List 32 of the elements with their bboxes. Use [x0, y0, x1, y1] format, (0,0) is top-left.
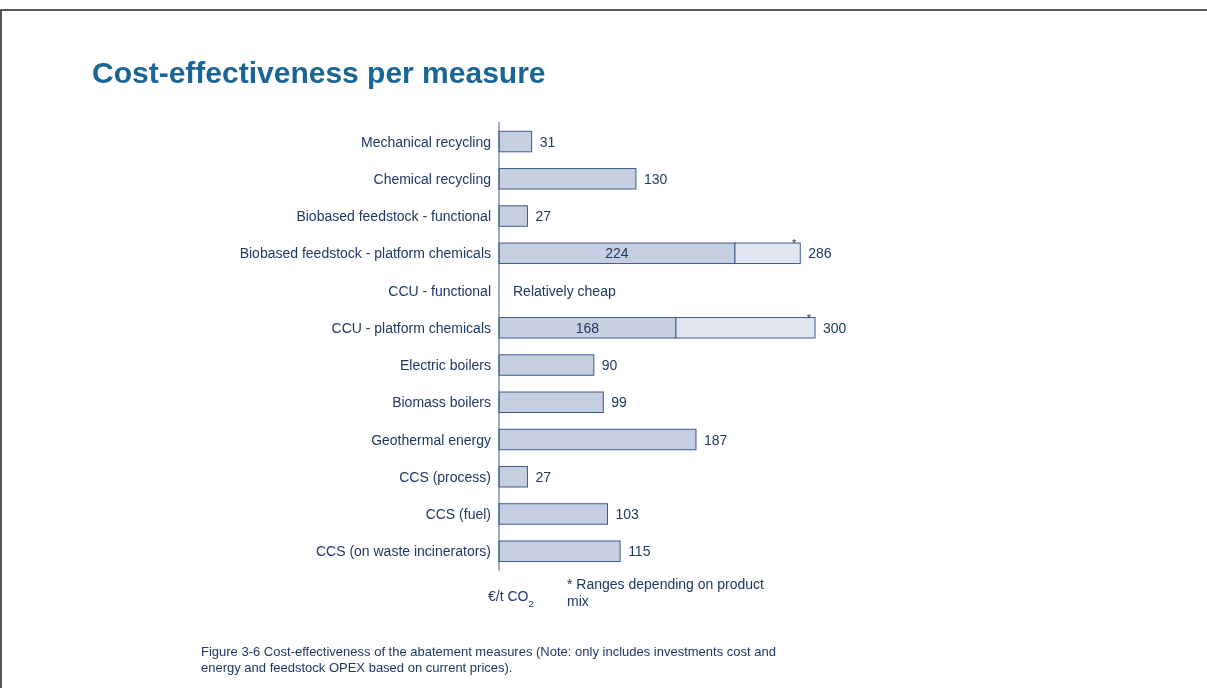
data-label: * — [806, 311, 812, 324]
text: * Ranges depending on product mix — [567, 576, 765, 609]
data-label: 224 — [605, 245, 629, 262]
y-tick-label: CCS (process) — [399, 468, 491, 485]
x-axis-title: €/t CO$_{2}$ — [488, 588, 534, 609]
caption: Figure 3-6 Cost-effectiveness of the abatement measures (Note: only includes investments cost and energy and feedstock OPEX based on current prices). — [201, 644, 776, 675]
total-label: 27 — [535, 468, 552, 485]
annotation: Relatively cheap — [513, 282, 616, 299]
y-tick-label: CCU - functional — [388, 282, 491, 299]
total-label: 130 — [643, 170, 668, 187]
total-label: 103 — [615, 506, 640, 522]
total-label: 99 — [611, 394, 628, 411]
total-label: 27 — [535, 208, 552, 225]
y-tick-label: CCS (fuel) — [425, 506, 491, 522]
total-label: 115 — [628, 543, 651, 560]
y-tick-label: Electric boilers — [399, 357, 491, 374]
y-tick-label: Biobased feedstock - functional — [296, 208, 491, 225]
data-label: 168 — [575, 319, 600, 336]
y-tick-label: Mechanical recycling — [361, 133, 491, 150]
y-tick-label: Biobased feedstock - platform chemicals — [239, 245, 491, 262]
y-tick-label: Biomass boilers — [392, 394, 491, 411]
total-label: 300 — [823, 319, 847, 336]
total-label: 90 — [601, 357, 618, 374]
total-label: 31 — [539, 133, 556, 150]
chart-title: Cost-effectiveness per measure — [92, 56, 546, 89]
total-label: 187 — [703, 431, 728, 448]
total-label: 286 — [808, 245, 832, 262]
y-tick-label: CCU - platform chemicals — [331, 319, 491, 336]
y-tick-label: CCS (on waste incinerators) — [315, 543, 491, 560]
data-label: * — [791, 237, 797, 250]
y-tick-label: Chemical recycling — [373, 170, 491, 187]
y-tick-label: Geothermal energy — [371, 431, 491, 448]
